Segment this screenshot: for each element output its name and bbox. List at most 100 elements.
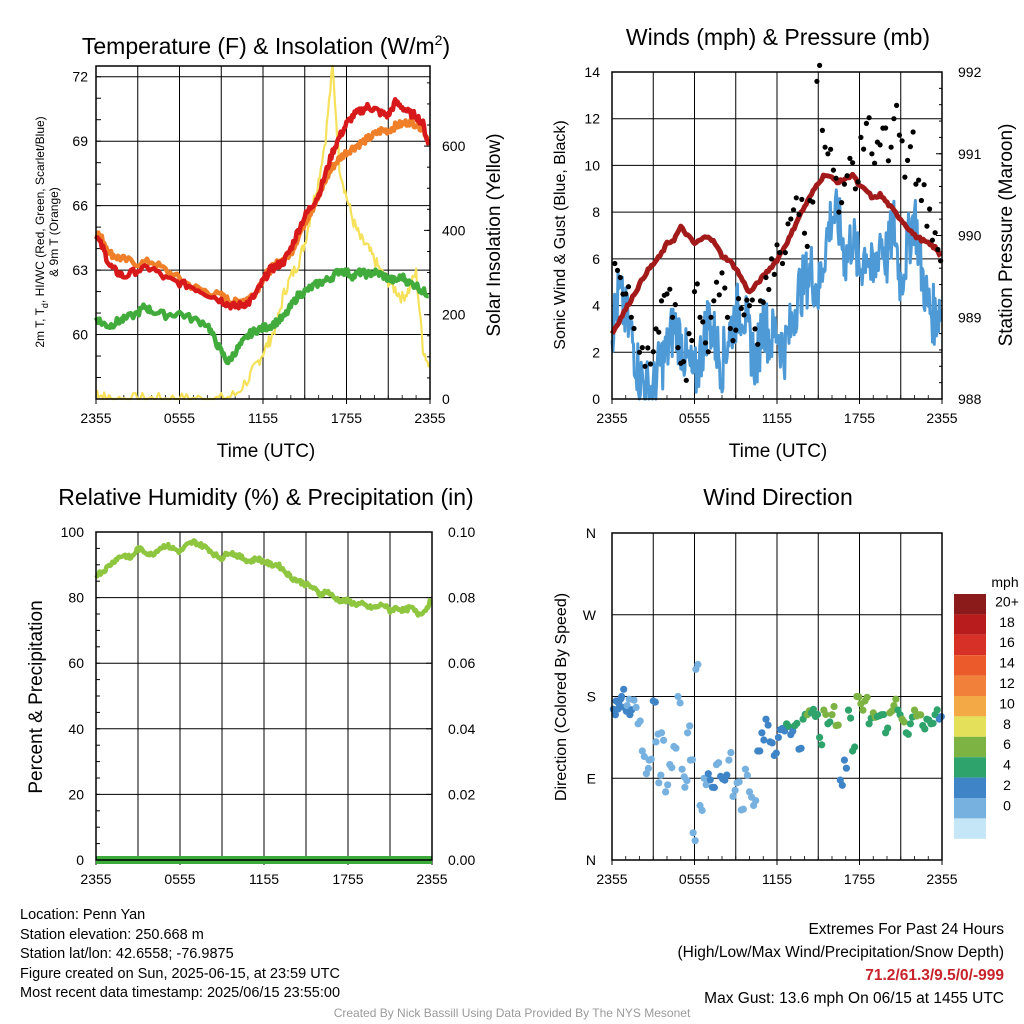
dir-point: [651, 698, 659, 706]
temp-y-label: 2m T, Td, HI/WC (Red, Green, Scarlet/Blu…: [33, 116, 50, 347]
dir-point: [921, 725, 929, 733]
wind-gust-point: [631, 325, 637, 332]
wind-gust-point: [708, 314, 714, 320]
colorbar-label: 6: [1003, 736, 1011, 752]
temp-y-label-part: , HI/WC (Red, Green, Scarlet/Blue): [33, 116, 47, 303]
colorbar-label: 18: [999, 614, 1015, 630]
dir-point: [674, 692, 682, 701]
wind-x-tick-label: 2355: [926, 410, 957, 426]
dir-y-tick-label: E: [587, 770, 596, 786]
wind-gust-point: [885, 158, 892, 164]
temp-y-tick-label: 66: [72, 198, 88, 214]
dir-y-tick-label: N: [586, 525, 596, 541]
dir-point: [681, 783, 689, 791]
wind-gust-point: [888, 144, 894, 150]
rh-frame: [95, 531, 433, 861]
dir-point: [809, 705, 818, 713]
rh-y-tick-label: 20: [68, 786, 84, 802]
wind-gust-point: [683, 377, 689, 383]
wind-gust-point: [825, 151, 831, 157]
dir-point: [638, 747, 646, 755]
wind-gust-point: [746, 303, 753, 309]
station-latlon: Station lat/lon: 42.6558; -76.9875: [20, 946, 234, 962]
dir-point: [743, 771, 752, 780]
max-gust: Max Gust: 13.6 mph On 06/15 at 1455 UTC: [704, 990, 1004, 1007]
wind-y-tick-label: 10: [584, 157, 600, 173]
dir-point: [611, 711, 620, 719]
dir-point: [828, 711, 836, 719]
temp-y-tick-label: 72: [72, 69, 88, 85]
dir-x-tick-label: 1155: [762, 871, 792, 887]
station-elevation: Station elevation: 250.668 m: [20, 926, 204, 943]
dir-frame: [611, 532, 943, 861]
dir-point: [636, 717, 644, 725]
dir-point: [710, 783, 719, 792]
dir-colorbar: mph 20+ 18 16 14 12 10 8 6 4 2 0: [954, 574, 1019, 839]
extremes-legend: (High/Low/Max Wind/Precipitation/Snow De…: [677, 944, 1005, 961]
dir-point: [664, 781, 672, 789]
wind-y-tick-label: 2: [592, 344, 600, 360]
dir-point: [844, 706, 853, 714]
colorbar-swatch: [954, 777, 986, 798]
dir-point: [683, 777, 691, 785]
dir-point: [731, 786, 739, 794]
wind-gust-point: [771, 271, 777, 277]
wind-gust-point: [844, 173, 850, 179]
temp-x-tick-label: 2355: [80, 410, 111, 426]
wind-gust-point: [763, 274, 769, 281]
wind-gust-point: [850, 160, 856, 166]
dir-point: [760, 736, 768, 744]
dir-point: [668, 764, 676, 772]
extremes-title: Extremes For Past 24 Hours: [808, 921, 1004, 938]
colorbar-swatch: [954, 696, 986, 717]
temp-series-temp_2m: [94, 97, 431, 311]
wind-y2-tick-label: 988: [958, 391, 982, 407]
colorbar-title: mph: [991, 574, 1018, 590]
dir-point: [834, 721, 842, 729]
wind-gust-point: [675, 345, 681, 351]
wind-gust-point: [749, 297, 755, 303]
colorbar-swatch: [954, 716, 986, 737]
wind-y-tick-label: 8: [592, 204, 600, 220]
dir-point: [706, 776, 714, 784]
wind-gust-point: [664, 291, 670, 297]
wind-gust-point: [768, 256, 775, 262]
dir-point: [929, 719, 937, 727]
dir-point: [822, 710, 830, 719]
dir-point: [657, 771, 665, 779]
wind-gust-point: [755, 341, 761, 347]
wind-gust-point: [836, 209, 842, 215]
wind-gust-point: [724, 314, 731, 320]
dir-point: [655, 779, 663, 787]
wind-gust-point: [935, 246, 941, 253]
dir-point: [688, 756, 697, 764]
colorbar-label: 0: [1003, 797, 1011, 813]
wind-gust-point: [855, 179, 861, 185]
dir-point: [727, 749, 735, 757]
temp-y-tick-label: 69: [72, 133, 88, 149]
wind-y-tick-label: 4: [592, 298, 600, 314]
rh-y-tick-label: 40: [68, 721, 84, 737]
wind-gust-point: [727, 325, 733, 332]
dir-point: [892, 695, 900, 703]
dir-point: [774, 733, 783, 742]
rh-y-tick-label: 80: [68, 590, 84, 606]
dir-point: [768, 739, 776, 747]
figure-created: Figure created on Sun, 2025-06-15, at 23…: [20, 965, 340, 982]
wind-gust-point: [672, 302, 678, 308]
credit-line: Created By Nick Bassill Using Data Provi…: [333, 1006, 691, 1020]
colorbar-swatch: [954, 798, 986, 819]
wind-gust-point: [667, 286, 673, 292]
wind-gust-point: [722, 285, 728, 291]
wind-gust-point: [711, 298, 717, 304]
rh-y2-tick-label: 0.06: [448, 655, 475, 671]
dir-point: [644, 764, 653, 773]
dir-point: [762, 715, 770, 723]
wind-gust-point: [697, 314, 703, 320]
dir-point: [752, 797, 760, 805]
wind-gust-point: [689, 337, 695, 344]
dir-y-tick-label: S: [587, 689, 596, 705]
wind-gust-point: [852, 186, 859, 192]
rh-x-tick-label: 0555: [164, 871, 195, 887]
